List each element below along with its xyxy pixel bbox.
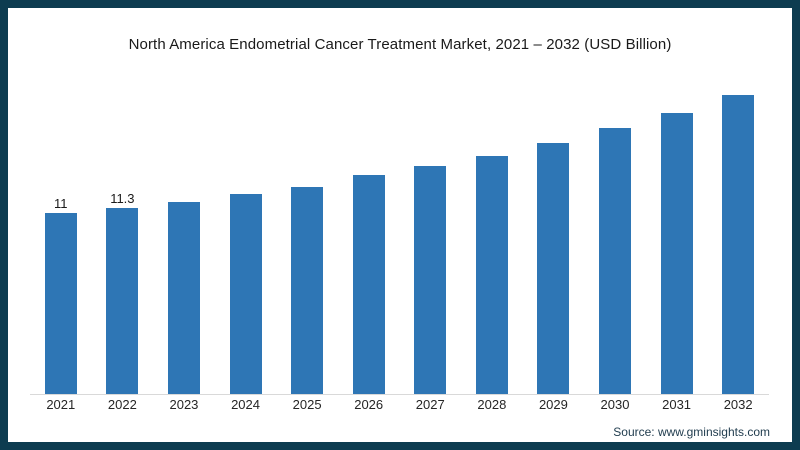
- source-text: Source: www.gminsights.com: [613, 425, 770, 439]
- bar-group-2024: [215, 90, 277, 394]
- x-label-2024: 2024: [231, 397, 260, 412]
- bar-group-2031: [646, 90, 708, 394]
- bar-group-2028: [461, 90, 523, 394]
- x-label-2021: 2021: [46, 397, 76, 412]
- bar-value-label-2021: 11: [54, 196, 68, 211]
- plot-area: 11 11.3: [30, 90, 769, 395]
- bar-2021: [44, 213, 77, 394]
- bar-group-2025: [276, 90, 338, 394]
- bar-group-2023: [153, 90, 215, 394]
- bar-2025: [291, 187, 324, 394]
- x-label-2026: 2026: [354, 397, 384, 412]
- bar-group-2021: 11: [30, 90, 92, 394]
- x-label-2025: 2025: [292, 397, 322, 412]
- bar-2031: [660, 113, 693, 394]
- bar-group-2030: [584, 90, 646, 394]
- x-label-2022: 2022: [107, 397, 137, 412]
- bar-group-2027: [399, 90, 461, 394]
- chart-title: North America Endometrial Cancer Treatme…: [128, 36, 672, 53]
- bar-2030: [598, 128, 631, 394]
- x-label-2031: 2031: [662, 397, 692, 412]
- bar-2027: [414, 166, 447, 394]
- x-label-2030: 2030: [600, 397, 630, 412]
- bar-2026: [352, 175, 385, 394]
- x-label-2029: 2029: [538, 397, 568, 412]
- bar-2032: [722, 95, 755, 394]
- bar-2023: [167, 202, 200, 394]
- chart-canvas: North America Endometrial Cancer Treatme…: [8, 8, 792, 442]
- x-axis-labels: 2021 2022 2023 2024 2025 2026 2027 2028 2029 2030…: [30, 398, 769, 411]
- x-label-2032: 2032: [723, 397, 753, 412]
- bar-2024: [229, 194, 262, 394]
- bar-group-2022: 11.3: [92, 90, 154, 394]
- bar-group-2026: [338, 90, 400, 394]
- bar-2029: [537, 143, 570, 394]
- x-label-2028: 2028: [477, 397, 507, 412]
- bar-group-2032: [707, 90, 769, 394]
- x-label-2027: 2027: [415, 397, 445, 412]
- bar-2022: [106, 208, 139, 394]
- bar-2028: [475, 156, 508, 394]
- x-label-2023: 2023: [169, 397, 199, 412]
- bar-group-2029: [523, 90, 585, 394]
- bar-value-label-2022: 11.3: [110, 191, 135, 206]
